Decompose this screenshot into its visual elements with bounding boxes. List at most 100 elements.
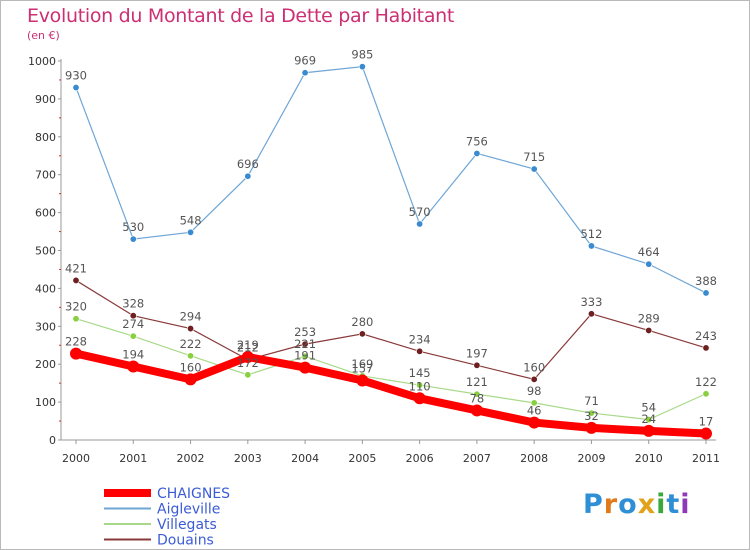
data-label-villegats: 121 (466, 375, 488, 389)
data-label-douains: 160 (523, 360, 545, 374)
x-tick-label: 2004 (291, 452, 319, 465)
data-label-douains: 294 (180, 310, 202, 324)
x-tick-label: 2011 (692, 452, 720, 465)
series-line-aigleville (75, 66, 707, 294)
data-label-douains: 212 (237, 341, 259, 355)
data-label-aigleville: 548 (180, 213, 202, 227)
data-point-douains (301, 340, 309, 348)
logo-letter: i (680, 489, 691, 520)
data-point-douains (473, 361, 481, 369)
data-label-aigleville: 512 (580, 227, 602, 241)
data-label-chaignes: 24 (641, 412, 656, 426)
data-label-aigleville: 464 (638, 245, 660, 259)
chart-title: Evolution du Montant de la Dette par Hab… (27, 5, 455, 27)
data-label-villegats: 145 (409, 366, 431, 380)
x-tick-label: 2010 (635, 452, 663, 465)
data-point-chaignes (127, 360, 140, 373)
y-tick-label: 600 (35, 207, 56, 220)
logo-letter: t (666, 489, 681, 520)
x-tick-label: 2001 (119, 452, 147, 465)
data-point-aigleville (587, 242, 595, 250)
data-label-douains: 289 (638, 311, 660, 325)
data-point-chaignes (413, 392, 426, 405)
y-tick-label: 400 (35, 282, 56, 295)
data-point-villegats (587, 409, 595, 417)
data-label-chaignes: 110 (409, 379, 431, 393)
data-point-villegats (244, 371, 252, 379)
data-point-chaignes (299, 361, 312, 374)
data-point-aigleville (645, 260, 653, 268)
legend-label-douains: Douains (157, 533, 214, 549)
data-point-villegats (129, 332, 137, 340)
y-tick-label: 500 (35, 245, 56, 258)
x-tick-label: 2005 (348, 452, 376, 465)
data-label-chaignes: 194 (122, 347, 144, 361)
legend-label-chaignes: CHAIGNES (157, 486, 230, 502)
data-point-villegats (702, 390, 710, 398)
data-point-villegats (301, 352, 309, 360)
data-label-chaignes: 219 (237, 338, 259, 352)
x-tick-label: 2009 (577, 452, 605, 465)
data-point-douains (645, 326, 653, 334)
data-point-villegats (416, 381, 424, 389)
data-point-chaignes (70, 347, 82, 360)
x-tick-label: 2008 (520, 452, 548, 465)
data-point-chaignes (241, 350, 254, 363)
data-label-douains: 328 (122, 297, 144, 311)
data-label-aigleville: 570 (409, 205, 431, 219)
x-tick-label: 2000 (62, 452, 90, 465)
data-point-aigleville (416, 220, 424, 228)
data-point-douains (530, 375, 538, 383)
data-point-villegats (72, 315, 80, 323)
data-point-aigleville (358, 63, 366, 71)
data-point-chaignes (585, 421, 598, 434)
logo-letter: r (603, 489, 619, 520)
y-tick-label: 800 (35, 131, 56, 144)
data-label-chaignes: 191 (294, 349, 316, 363)
x-tick-label: 2002 (177, 452, 205, 465)
chart-unit: (en €) (27, 29, 60, 42)
data-label-villegats: 172 (237, 356, 259, 370)
data-point-aigleville (301, 69, 309, 77)
data-label-douains: 243 (695, 329, 717, 343)
data-point-douains (416, 347, 424, 355)
data-point-aigleville (473, 149, 481, 157)
logo-letter: o (618, 489, 638, 520)
data-label-villegats: 221 (294, 337, 316, 351)
data-point-aigleville (244, 172, 252, 180)
data-point-chaignes (356, 374, 369, 387)
data-point-douains (72, 276, 80, 284)
y-tick-label: 100 (35, 396, 56, 409)
legend-label-villegats: Villegats (157, 517, 217, 533)
data-label-chaignes: 46 (527, 404, 542, 418)
data-point-villegats (645, 416, 653, 424)
series-line-villegats (75, 318, 707, 421)
data-point-douains (187, 325, 195, 333)
data-point-douains (587, 310, 595, 318)
data-point-chaignes (184, 373, 197, 386)
data-point-douains (702, 344, 710, 352)
data-label-douains: 333 (580, 295, 602, 309)
data-label-chaignes: 160 (180, 360, 202, 374)
data-label-villegats: 222 (180, 337, 202, 351)
data-point-aigleville (72, 84, 80, 92)
logo-letter: x (637, 489, 657, 520)
data-label-aigleville: 969 (294, 54, 316, 68)
data-point-chaignes (528, 416, 541, 429)
logo-letter: i (656, 489, 667, 520)
data-point-chaignes (470, 404, 483, 417)
data-point-villegats (473, 390, 481, 398)
x-tick-label: 2007 (463, 452, 491, 465)
series-line-chaignes (72, 349, 710, 438)
y-tick-label: 300 (35, 320, 56, 333)
y-tick-label: 700 (35, 169, 56, 182)
data-label-douains: 280 (351, 315, 373, 329)
data-label-chaignes: 228 (65, 335, 87, 349)
x-tick-label: 2003 (234, 452, 262, 465)
data-label-aigleville: 388 (695, 274, 717, 288)
data-label-villegats: 54 (641, 401, 656, 415)
data-point-aigleville (129, 235, 137, 243)
y-tick-label: 0 (49, 434, 56, 447)
data-label-villegats: 71 (584, 394, 599, 408)
